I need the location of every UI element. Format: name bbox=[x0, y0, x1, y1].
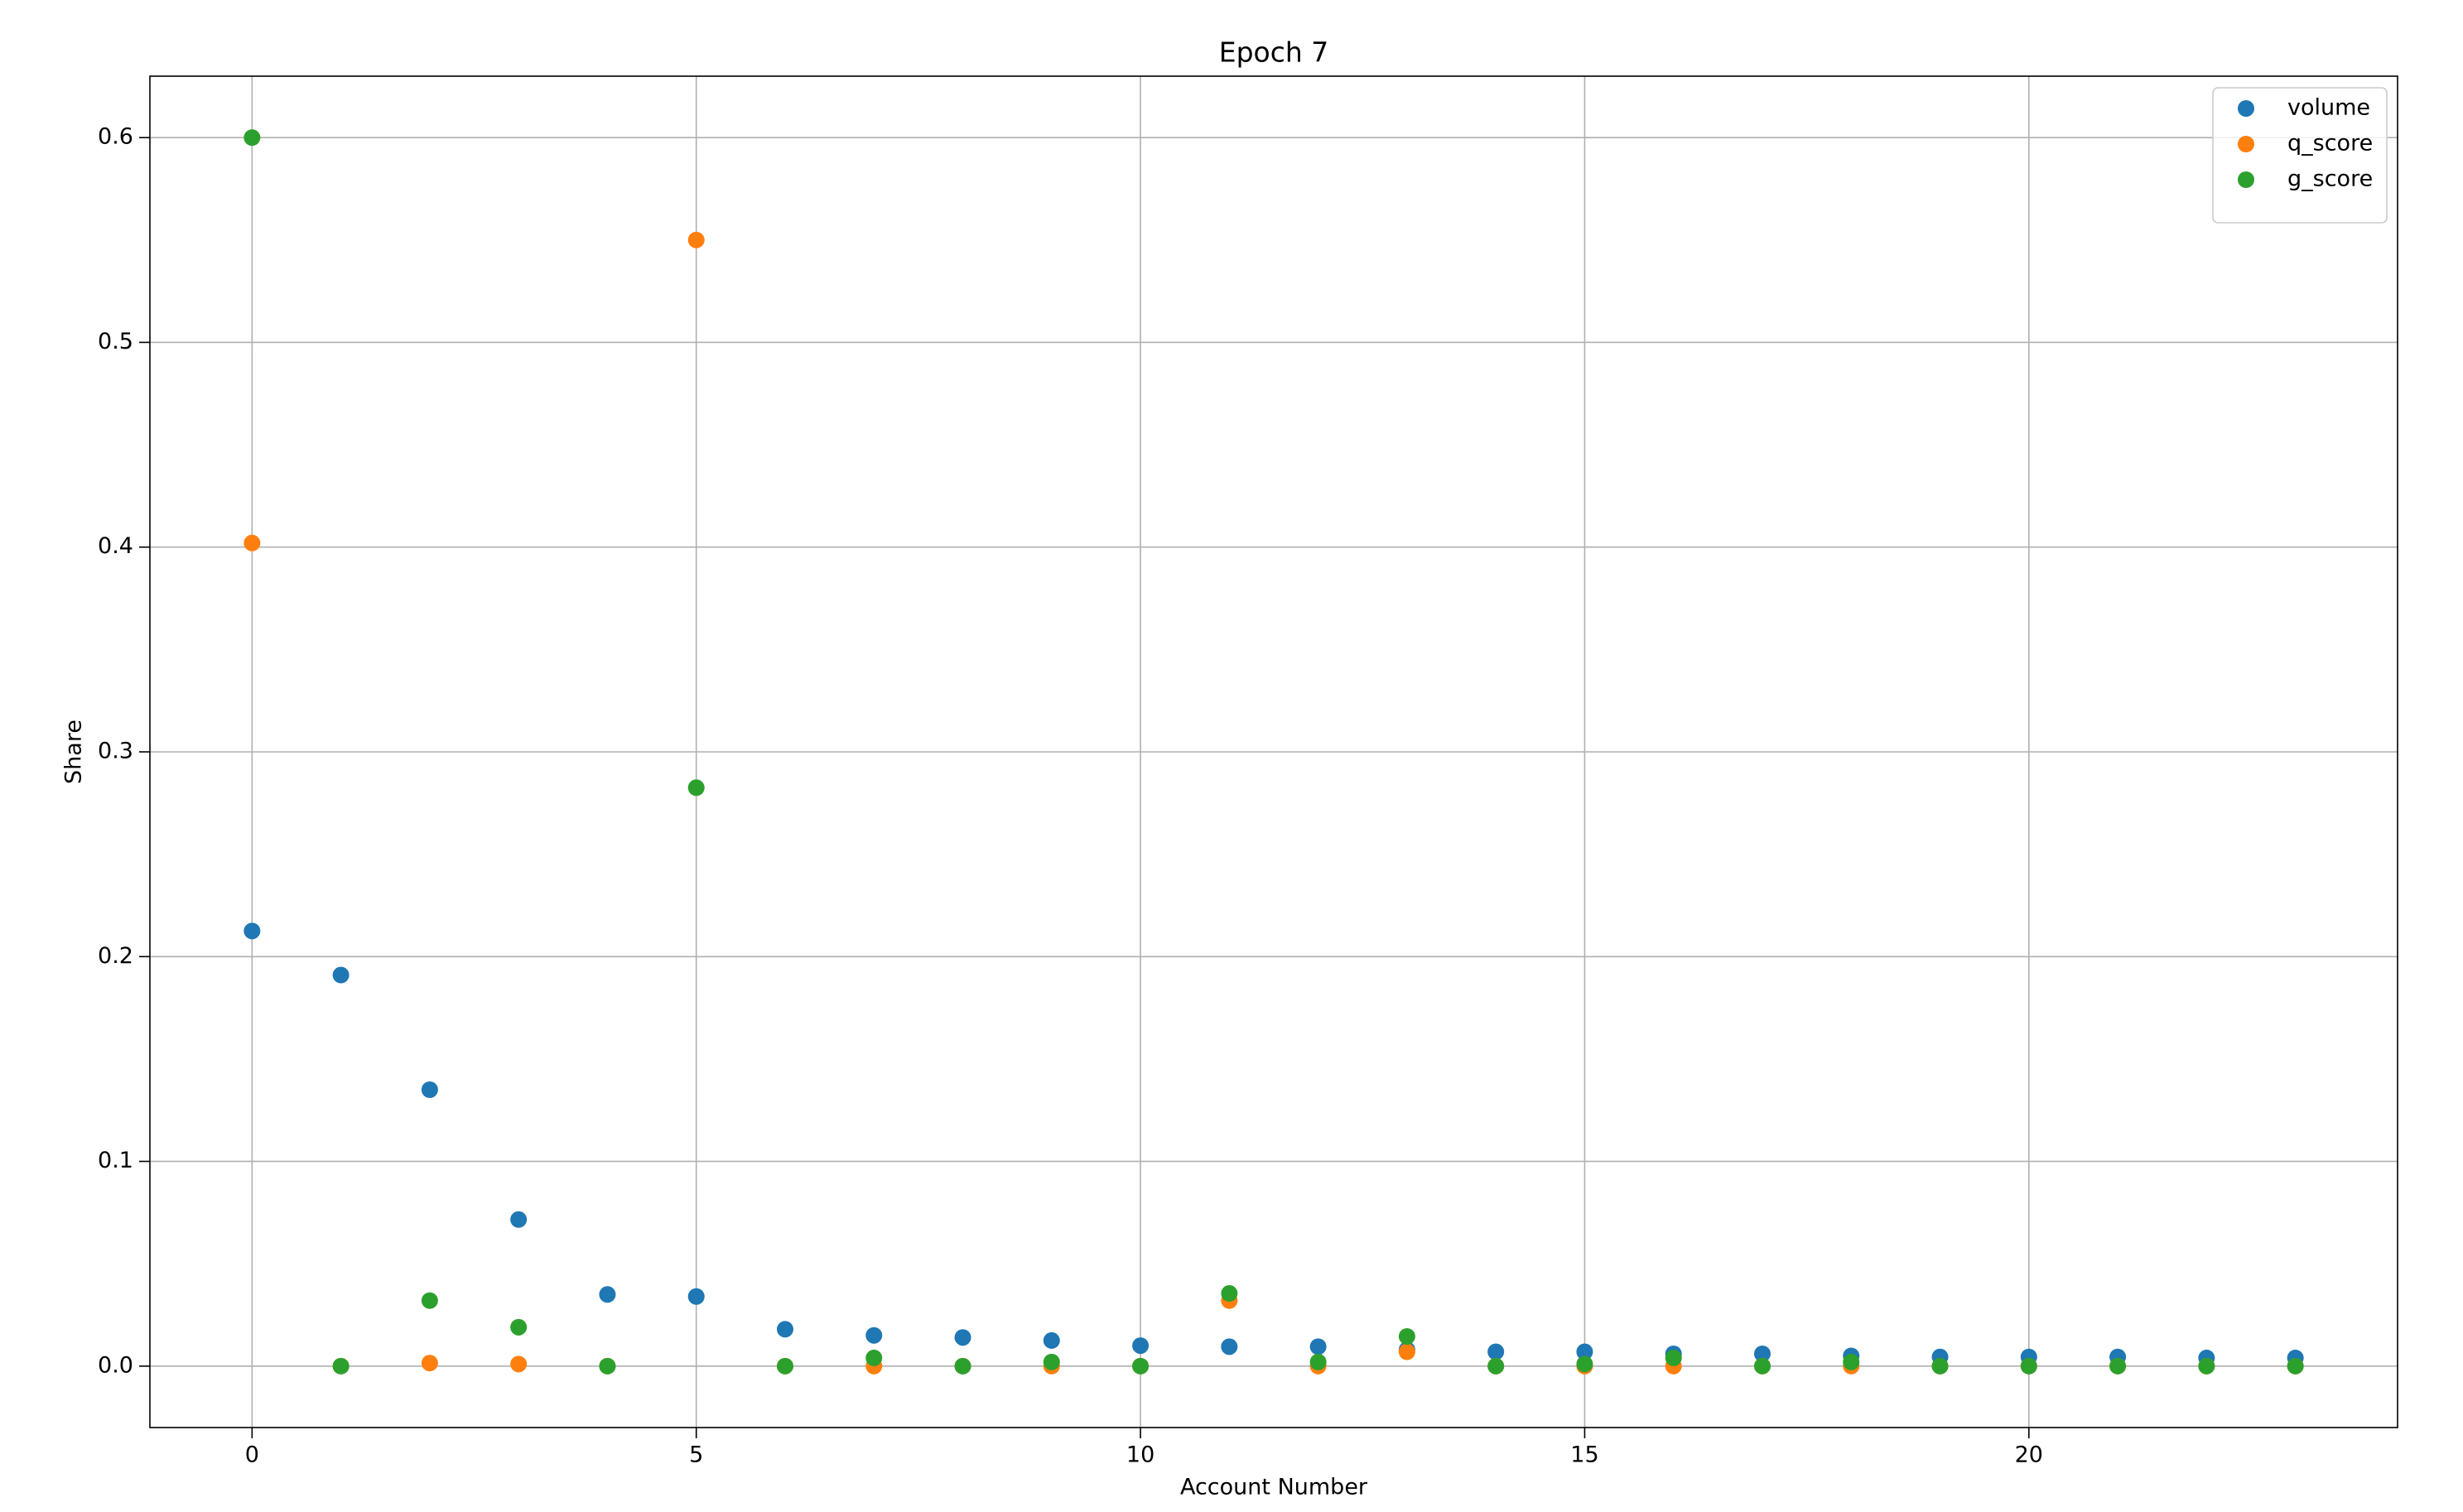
y-tick-label: 0.4 bbox=[98, 533, 133, 559]
data-point bbox=[777, 1357, 793, 1375]
x-axis-label: Account Number bbox=[1180, 1475, 1368, 1500]
data-point bbox=[687, 231, 705, 248]
data-point bbox=[1221, 1285, 1238, 1303]
data-point bbox=[1043, 1353, 1060, 1370]
y-axis-label: Share bbox=[61, 720, 87, 784]
data-point bbox=[687, 1288, 705, 1305]
data-point bbox=[243, 129, 261, 147]
data-point bbox=[599, 1357, 616, 1375]
legend-box bbox=[2212, 87, 2388, 224]
legend-label: g_score bbox=[2287, 166, 2373, 192]
legend: volume q_score g_score bbox=[2212, 87, 2388, 224]
data-point bbox=[599, 1286, 616, 1303]
legend-label: volume bbox=[2287, 95, 2370, 121]
data-point bbox=[2109, 1357, 2127, 1375]
data-point bbox=[332, 1357, 349, 1375]
data-point bbox=[1754, 1345, 1771, 1362]
y-tick-label: 0.6 bbox=[98, 124, 133, 150]
y-tick-label: 0.3 bbox=[98, 739, 133, 764]
legend-marker bbox=[2238, 136, 2254, 152]
data-point bbox=[1309, 1338, 1327, 1356]
y-tick-label: 0.0 bbox=[98, 1352, 133, 1378]
data-point bbox=[2198, 1357, 2215, 1375]
data-point bbox=[421, 1355, 438, 1372]
x-tick-label: 0 bbox=[245, 1442, 259, 1468]
data-point bbox=[1221, 1338, 1238, 1356]
y-tick-label: 0.5 bbox=[98, 329, 133, 354]
data-point bbox=[1398, 1327, 1415, 1345]
data-point bbox=[510, 1318, 528, 1336]
data-point bbox=[1132, 1337, 1150, 1355]
data-point bbox=[1043, 1331, 1060, 1349]
data-point bbox=[332, 966, 349, 984]
data-point bbox=[687, 779, 705, 797]
data-point bbox=[1309, 1353, 1327, 1370]
data-point bbox=[1843, 1353, 1860, 1370]
data-point bbox=[1576, 1343, 1593, 1360]
x-tick-label: 20 bbox=[2015, 1442, 2043, 1468]
y-tick-label: 0.1 bbox=[98, 1148, 133, 1173]
data-point bbox=[421, 1292, 438, 1309]
grid: 0.0 0.1 0.2 0.3 0.4 0.5 0.6 0 5 10 15 20 bbox=[98, 76, 2398, 1468]
data-point bbox=[865, 1327, 883, 1344]
data-point bbox=[510, 1211, 528, 1228]
chart-title: Epoch 7 bbox=[1219, 36, 1329, 69]
x-tick-label: 10 bbox=[1126, 1442, 1154, 1468]
data-point bbox=[1487, 1357, 1505, 1375]
x-tick-label: 15 bbox=[1570, 1442, 1598, 1468]
legend-marker bbox=[2238, 100, 2254, 117]
legend-label: q_score bbox=[2287, 131, 2373, 156]
data-point bbox=[2287, 1357, 2304, 1375]
legend-marker bbox=[2238, 171, 2254, 188]
data-point bbox=[1132, 1357, 1150, 1375]
data-point bbox=[865, 1349, 883, 1366]
y-tick-label: 0.2 bbox=[98, 943, 133, 969]
data-point bbox=[1931, 1357, 1949, 1375]
axes-frame bbox=[149, 75, 2398, 1428]
data-point bbox=[1576, 1356, 1593, 1373]
data-point bbox=[510, 1356, 528, 1373]
data-point bbox=[1665, 1349, 1682, 1366]
data-point bbox=[954, 1329, 971, 1346]
plot-area bbox=[243, 129, 2304, 1375]
data-point bbox=[1754, 1357, 1771, 1375]
data-point bbox=[243, 922, 261, 940]
data-point bbox=[1398, 1343, 1415, 1360]
data-point bbox=[243, 534, 261, 551]
x-tick-label: 5 bbox=[689, 1442, 703, 1468]
data-point bbox=[954, 1357, 971, 1375]
data-point bbox=[1487, 1343, 1505, 1360]
data-point bbox=[2020, 1357, 2037, 1375]
data-point bbox=[421, 1081, 438, 1098]
data-point bbox=[777, 1321, 793, 1338]
